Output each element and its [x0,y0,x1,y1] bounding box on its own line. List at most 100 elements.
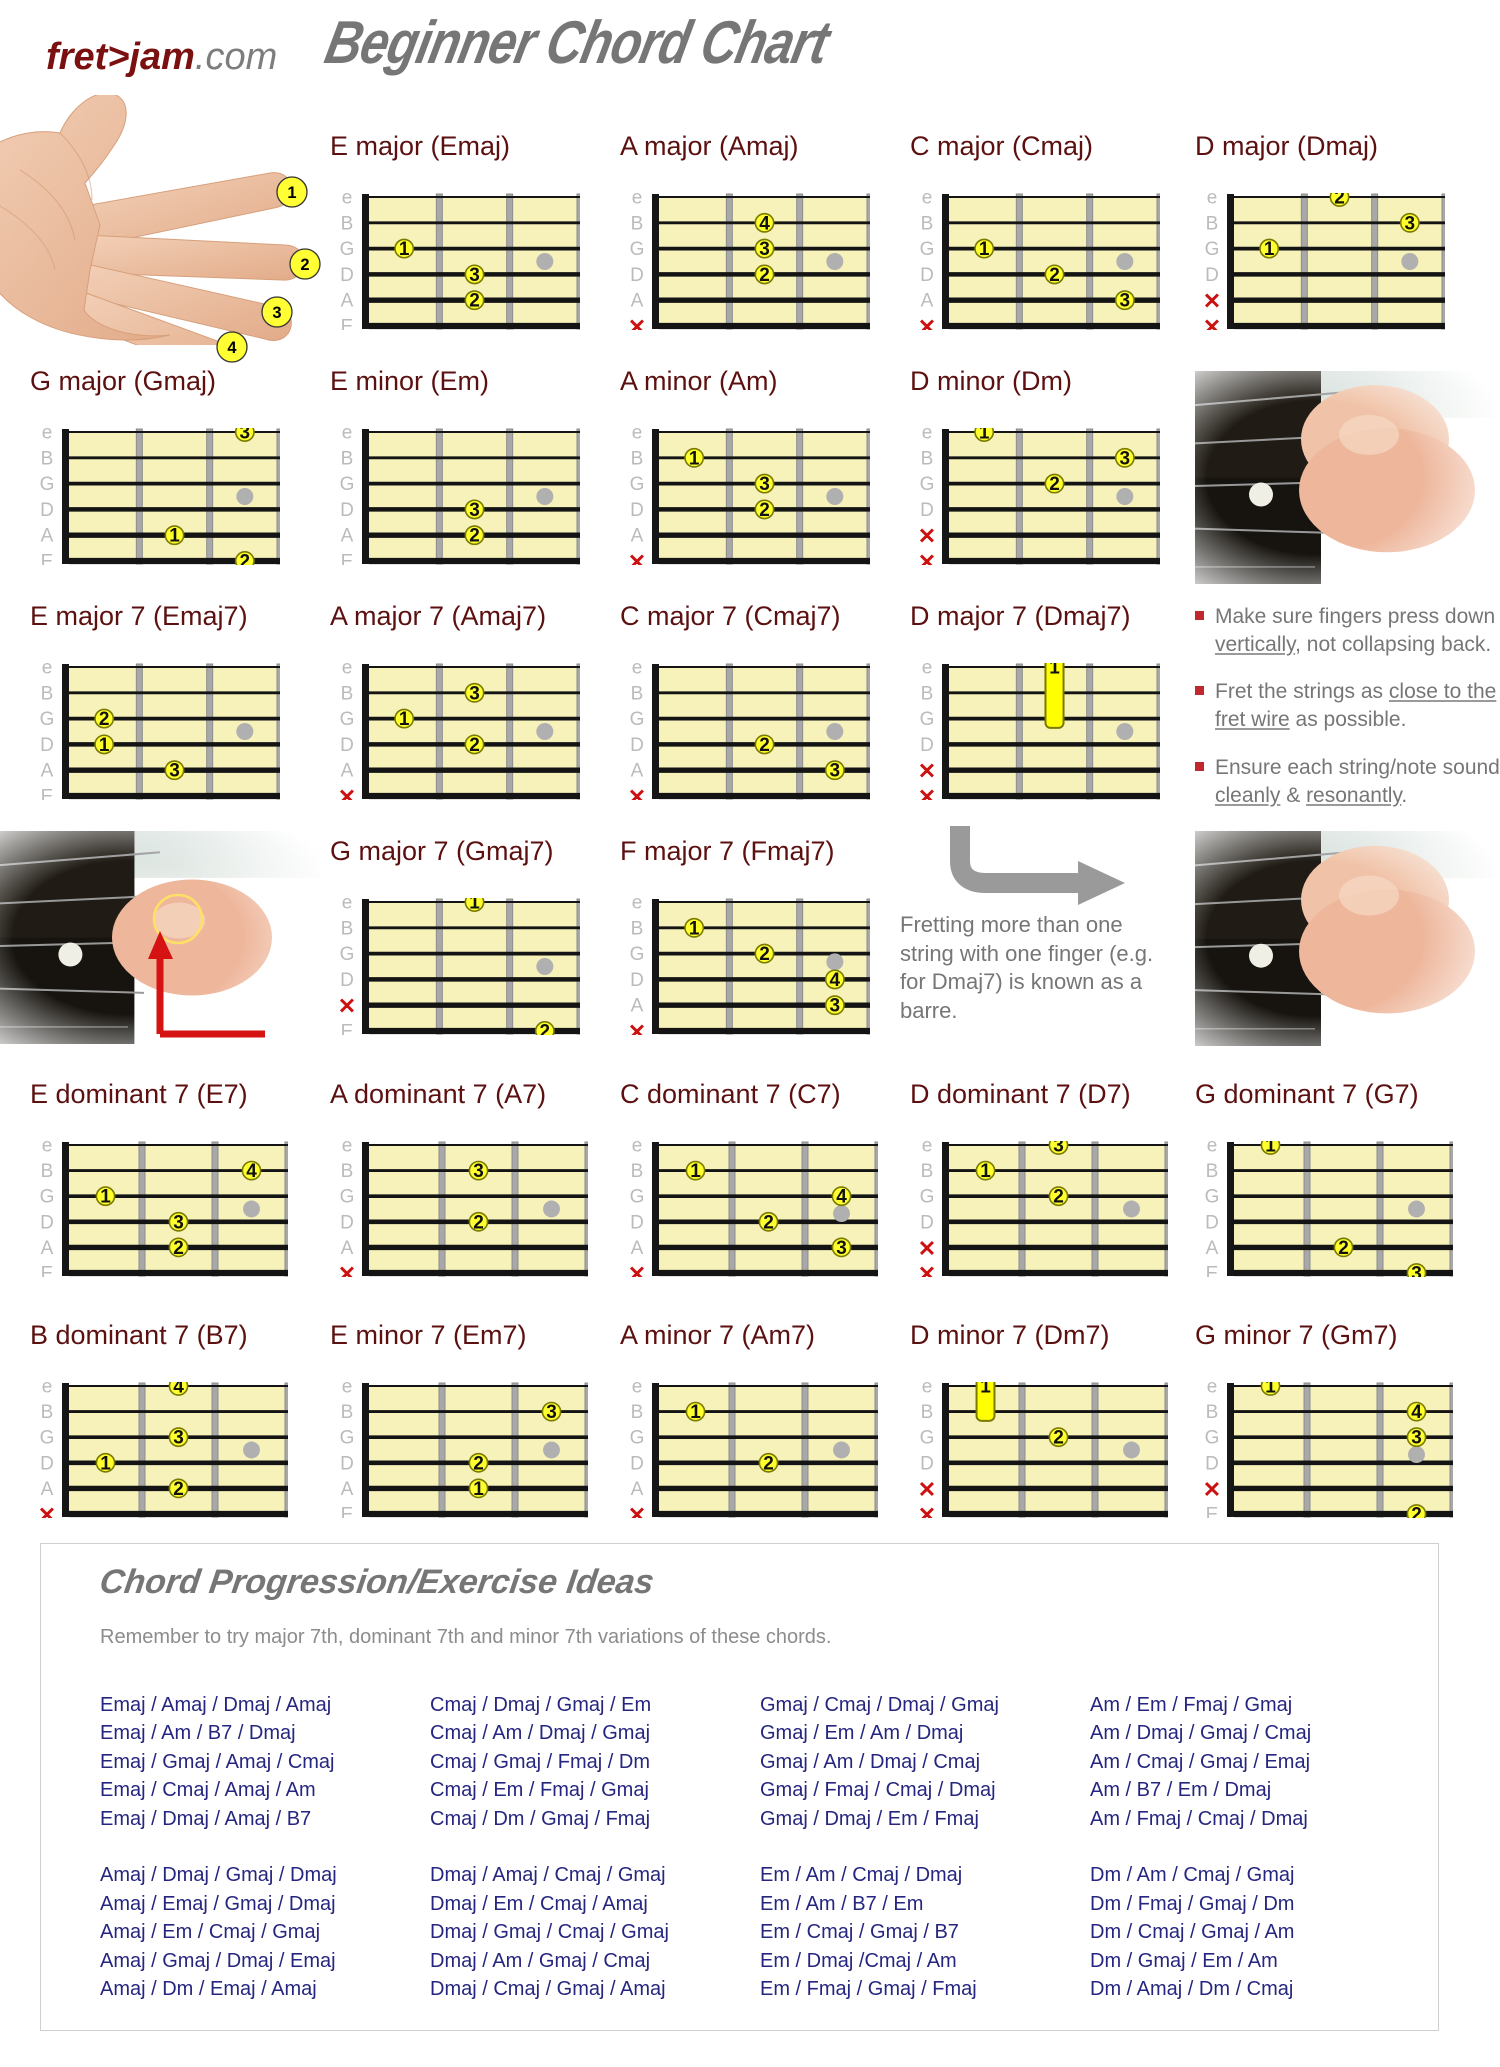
svg-text:e: e [632,428,643,444]
svg-text:3: 3 [546,1402,557,1423]
svg-text:B: B [1206,1402,1219,1423]
svg-text:1: 1 [980,1382,991,1398]
svg-text:D: D [340,1453,354,1474]
svg-text:1: 1 [690,1402,701,1423]
svg-text:D: D [920,1453,934,1474]
svg-text:✕: ✕ [628,550,646,566]
svg-text:B: B [921,683,934,704]
svg-text:B: B [631,683,644,704]
svg-text:1: 1 [287,184,296,202]
svg-text:B: B [341,213,354,234]
svg-text:A: A [341,291,354,312]
svg-text:2: 2 [759,944,770,965]
svg-text:e: e [342,1382,353,1398]
svg-text:e: e [922,1141,933,1157]
svg-text:3: 3 [1120,448,1131,469]
svg-text:1: 1 [1265,1141,1276,1157]
svg-text:1: 1 [980,1161,991,1182]
svg-text:E: E [1206,1505,1219,1519]
svg-text:e: e [632,898,643,914]
svg-text:B: B [921,1161,934,1182]
svg-text:D: D [630,1453,644,1474]
svg-text:G: G [40,1187,55,1208]
svg-text:e: e [42,1382,53,1398]
svg-text:✕: ✕ [1203,1477,1221,1502]
svg-text:G: G [340,239,355,260]
svg-text:A: A [631,526,644,547]
svg-text:B: B [631,1161,644,1182]
svg-text:e: e [632,663,643,679]
svg-text:4: 4 [1411,1402,1422,1423]
svg-text:3: 3 [1411,1264,1422,1278]
svg-text:D: D [630,500,644,521]
svg-text:2: 2 [173,1238,184,1259]
svg-text:B: B [631,918,644,939]
svg-text:3: 3 [1053,1141,1064,1157]
svg-text:G: G [340,944,355,965]
svg-text:2: 2 [469,735,480,756]
svg-text:G: G [340,1428,355,1449]
svg-text:e: e [1207,1141,1218,1157]
svg-text:4: 4 [830,970,841,991]
svg-text:e: e [342,1141,353,1157]
svg-text:3: 3 [272,304,281,322]
svg-text:2: 2 [473,1453,484,1474]
svg-text:B: B [341,448,354,469]
svg-text:✕: ✕ [918,1477,936,1502]
svg-text:D: D [920,735,934,756]
svg-text:✕: ✕ [918,1503,936,1519]
svg-text:2: 2 [763,1212,774,1233]
svg-text:B: B [341,1161,354,1182]
svg-text:1: 1 [469,898,480,914]
svg-text:G: G [920,1428,935,1449]
svg-text:G: G [340,709,355,730]
svg-text:E: E [341,317,354,331]
svg-text:e: e [632,193,643,209]
svg-text:3: 3 [469,683,480,704]
svg-text:1: 1 [399,709,410,730]
svg-text:A: A [631,291,644,312]
svg-text:e: e [342,898,353,914]
svg-text:G: G [340,474,355,495]
svg-text:B: B [631,448,644,469]
svg-text:3: 3 [1411,1428,1422,1449]
svg-text:3: 3 [759,239,770,260]
svg-text:G: G [1205,1187,1220,1208]
svg-text:3: 3 [836,1238,847,1259]
svg-text:A: A [41,526,54,547]
svg-text:2: 2 [1049,265,1060,286]
svg-text:e: e [632,1382,643,1398]
svg-text:A: A [921,291,934,312]
svg-text:D: D [920,265,934,286]
svg-text:2: 2 [763,1453,774,1474]
svg-text:3: 3 [830,996,841,1017]
svg-text:3: 3 [240,428,251,444]
svg-text:D: D [630,1212,644,1233]
svg-text:e: e [42,428,53,444]
svg-text:3: 3 [1405,213,1416,234]
svg-text:E: E [41,552,54,566]
svg-text:D: D [630,265,644,286]
svg-text:E: E [41,1264,54,1278]
svg-text:B: B [341,918,354,939]
svg-text:✕: ✕ [918,1236,936,1261]
svg-text:B: B [921,448,934,469]
svg-text:D: D [340,970,354,991]
svg-text:✕: ✕ [628,1262,646,1278]
svg-text:2: 2 [1049,474,1060,495]
svg-text:1: 1 [689,448,700,469]
svg-text:e: e [42,663,53,679]
svg-text:4: 4 [759,213,770,234]
svg-text:G: G [630,239,645,260]
svg-text:D: D [920,500,934,521]
svg-text:E: E [341,1022,354,1036]
svg-text:B: B [341,1402,354,1423]
svg-text:B: B [41,683,54,704]
svg-text:1: 1 [979,239,990,260]
svg-text:B: B [921,213,934,234]
svg-text:✕: ✕ [918,524,936,549]
svg-text:2: 2 [1338,1238,1349,1259]
svg-text:A: A [341,1238,354,1259]
svg-text:B: B [41,1161,54,1182]
svg-text:1: 1 [169,526,180,547]
